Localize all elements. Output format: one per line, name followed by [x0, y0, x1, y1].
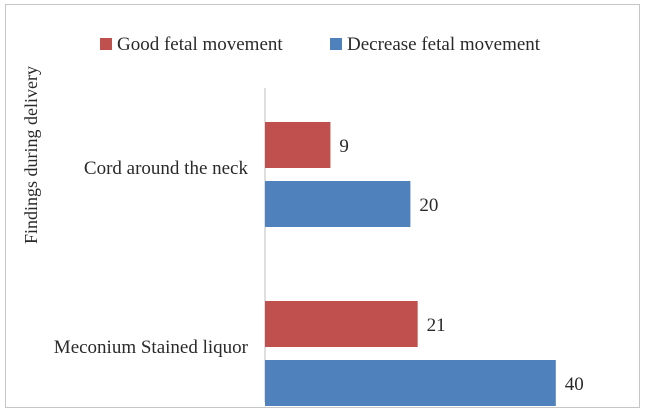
legend-swatch-1 — [100, 38, 112, 50]
bar-1-2 — [265, 301, 418, 347]
bar-2-1 — [265, 181, 411, 227]
legend-label-2: Decrease fetal movement — [347, 34, 541, 55]
data-label-2-2: 40 — [565, 374, 584, 395]
bar-1-1 — [265, 122, 331, 168]
bar-2-2 — [265, 360, 556, 406]
data-label-2-1: 20 — [419, 195, 438, 216]
data-label-1-1: 9 — [339, 136, 349, 157]
legend-label-1: Good fetal movement — [117, 34, 283, 55]
legend-swatch-2 — [330, 38, 342, 50]
y-axis-title: Findings during delivery — [21, 66, 41, 244]
data-label-1-2: 21 — [427, 315, 446, 336]
category-label-2: Meconium Stained liquor — [54, 337, 249, 358]
category-label-1: Cord around the neck — [84, 158, 249, 179]
